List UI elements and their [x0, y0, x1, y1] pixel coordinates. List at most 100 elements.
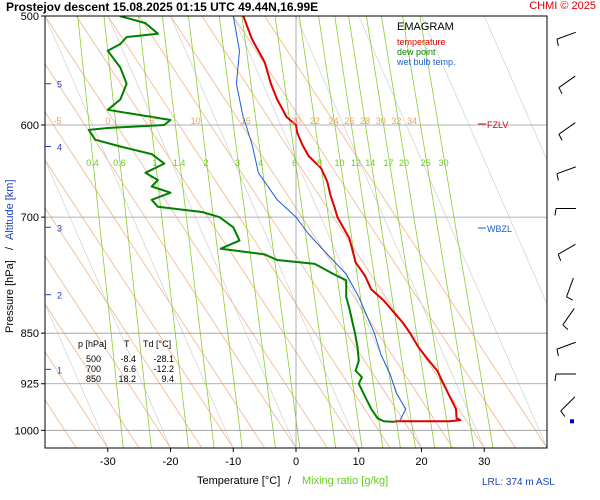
dry-adiabat-line: [232, 16, 516, 448]
temperature-axis-title: Temperature [°C]: [197, 475, 280, 487]
wind-barb-flag: [562, 324, 569, 330]
table-cell: -12.2: [153, 364, 174, 374]
wind-barb-staff: [556, 31, 576, 40]
wind-barb-flag: [554, 208, 557, 216]
wind-barb-staff: [560, 396, 576, 412]
mixing-ratio-label: 8: [317, 158, 322, 168]
background-isolines: [45, 16, 547, 448]
mixing-ratio-label: 14: [365, 158, 375, 168]
x-axis-title-separator: /: [288, 475, 292, 487]
moist-adiabat-line: [107, 16, 297, 448]
mixing-ratio-label: 2: [203, 158, 208, 168]
x-tick-label: 30: [478, 456, 490, 468]
mixing-ratio-line: [334, 16, 401, 448]
fzlv-label: FZLV: [487, 120, 508, 130]
table-cell: 700: [86, 364, 101, 374]
x-tick-label: 10: [353, 456, 365, 468]
series-line-wet-bulb-temp: [232, 16, 407, 423]
dry-adiabat-label: -5: [54, 116, 62, 126]
wind-barb-flag: [558, 133, 563, 141]
dry-adiabat-label: 22: [310, 116, 320, 126]
chart-title: Prostejov descent 15.08.2025 01:15 UTC 4…: [6, 0, 319, 14]
calm-wind-marker: [570, 419, 574, 424]
lrl-label: LRL: 374 m ASL: [482, 477, 555, 488]
pressure-tick-label: 925: [21, 379, 39, 391]
dry-adiabat-label: 24: [329, 116, 339, 126]
mixing-ratio-line: [218, 16, 276, 448]
mixing-ratio-line: [402, 16, 475, 448]
mixing-ratio-line: [103, 16, 152, 448]
dry-adiabat-line: [45, 16, 328, 448]
moist-adiabat-line: [45, 16, 234, 448]
wind-barb-staff: [556, 341, 576, 350]
wind-barb-flag: [556, 173, 559, 181]
mixing-ratio-label: 17: [384, 158, 394, 168]
table-cell: -28.1: [153, 354, 174, 364]
dry-adiabat-line: [45, 159, 234, 448]
legend-item-temperature: temperature: [397, 37, 446, 47]
dry-adiabat-label: 10: [191, 116, 201, 126]
mixing-ratio-line: [161, 16, 215, 448]
wind-barb-flag: [558, 87, 563, 95]
mixing-ratio-label: 0.6: [113, 158, 126, 168]
pressure-tick-label: 500: [21, 11, 39, 23]
dry-adiabat-label: 34: [407, 116, 417, 126]
legend-title: EMAGRAM: [397, 21, 454, 33]
wind-barb-flag: [557, 254, 562, 261]
altitude-tick-label: 1: [57, 365, 62, 375]
mixing-ratio-line: [77, 16, 124, 448]
dry-adiabat-label: 15: [241, 116, 251, 126]
mixing-ratio-line: [365, 16, 436, 448]
table-cell: 500: [86, 354, 101, 364]
mixing-ratio-label: 1: [152, 158, 157, 168]
mixing-ratio-label: 4: [258, 158, 263, 168]
wind-barb-flag: [554, 373, 557, 381]
pressure-axis-title: Pressure [hPa]: [4, 260, 16, 333]
profile-traces: [87, 16, 462, 423]
wind-barb-flag: [566, 296, 573, 301]
dry-adiabat-label: 5: [149, 116, 154, 126]
legend: EMAGRAM temperature dew point wet bulb t…: [396, 21, 456, 67]
wind-barb-staff: [556, 166, 576, 175]
dry-adiabat-label: 0: [105, 116, 110, 126]
moist-adiabat-line: [483, 16, 547, 161]
axis-title-separator: /: [4, 246, 16, 250]
dry-adiabat-line: [45, 255, 171, 448]
mixing-ratio-line: [419, 16, 494, 448]
dry-adiabat-line: [170, 16, 454, 448]
wind-barb-staff: [566, 277, 574, 298]
level-table: p [hPa] T Td [°C] 500 -8.4 -28.1 700 6.6…: [78, 339, 174, 384]
mixing-ratio-line: [187, 16, 243, 448]
mixing-ratio-label: 12: [351, 158, 361, 168]
table-header-p: p [hPa]: [78, 339, 107, 349]
pressure-tick-label: 850: [21, 328, 39, 340]
moist-adiabat-line: [45, 159, 171, 448]
mixing-ratio-label: 30: [439, 158, 449, 168]
mixing-ratio-label: 3: [235, 158, 240, 168]
dry-adiabat-line: [45, 63, 297, 448]
dry-adiabat-label: 26: [344, 116, 354, 126]
isoline-labels: -5 0 5 10 15 20 22 24 26 28 30 32 340.4 0.6 1 1.4 2 3 4 6 8 1…: [54, 116, 449, 168]
series-line-temperature: [242, 16, 462, 423]
moist-adiabat-line: [232, 16, 422, 448]
wbzl-label: WBZL: [487, 224, 512, 234]
moist-adiabat-line: [295, 16, 485, 448]
mixing-ratio-label: 0.4: [86, 158, 99, 168]
mixing-ratio-axis-title: Mixing ratio [g/kg]: [302, 475, 388, 487]
dry-adiabat-line: [45, 351, 109, 448]
series-line-dew-point: [87, 16, 394, 423]
x-tick-label: 0: [293, 456, 299, 468]
dry-adiabat-label: 30: [376, 116, 386, 126]
table-cell: 6.6: [123, 364, 136, 374]
legend-item-wet-bulb: wet bulb temp.: [396, 57, 456, 67]
mixing-ratio-line: [138, 16, 189, 448]
pressure-tick-label: 1000: [15, 425, 39, 437]
wind-barb-staff: [558, 75, 576, 88]
dry-adiabat-label: 20: [291, 116, 301, 126]
pressure-tick-label: 700: [21, 212, 39, 224]
wind-barb-flag: [560, 410, 566, 417]
x-tick-label: -20: [163, 456, 179, 468]
mixing-ratio-label: 1.4: [173, 158, 186, 168]
